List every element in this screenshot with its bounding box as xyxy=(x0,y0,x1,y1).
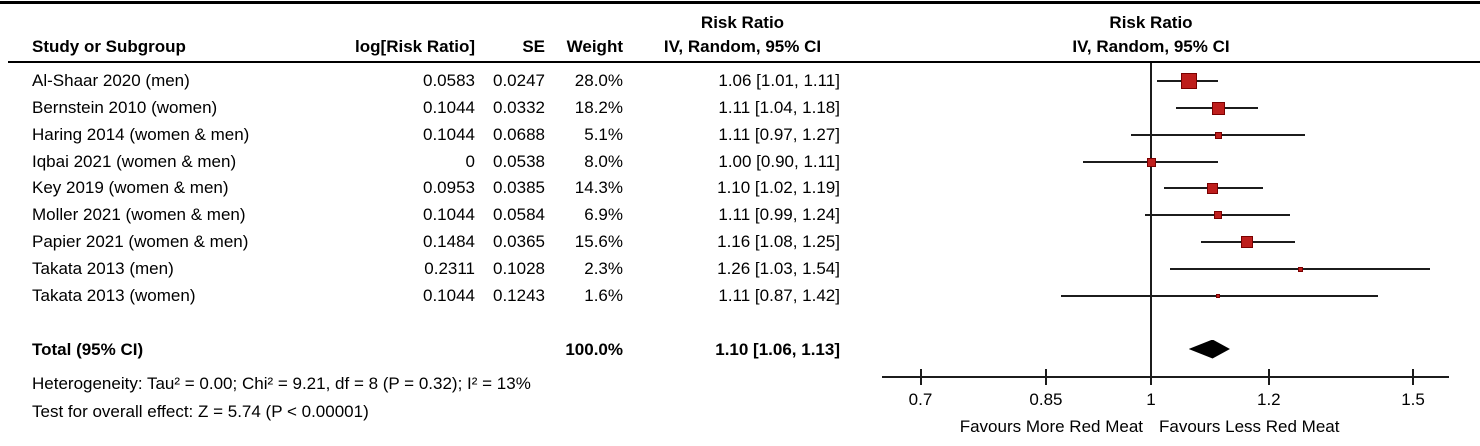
zero-line xyxy=(1150,63,1152,379)
study-se: 0.0688 xyxy=(493,125,545,144)
study-se: 0.0385 xyxy=(493,178,545,197)
study-ci-text: 1.26 [1.03, 1.54] xyxy=(717,259,840,278)
axis-tick xyxy=(1150,369,1152,385)
study-log-rr: 0.0953 xyxy=(423,178,475,197)
study-name: Haring 2014 (women & men) xyxy=(32,125,250,144)
study-weight: 15.6% xyxy=(574,232,623,251)
study-log-rr: 0.1484 xyxy=(423,232,475,251)
effect-square xyxy=(1180,73,1197,89)
heterogeneity-text: Heterogeneity: Tau² = 0.00; Chi² = 9.21,… xyxy=(32,374,531,393)
pooled-diamond xyxy=(1188,339,1230,359)
study-log-rr: 0.2311 xyxy=(424,259,475,278)
study-se: 0.1028 xyxy=(493,259,545,278)
axis-tick-label: 1.5 xyxy=(1401,390,1425,409)
study-se: 0.0332 xyxy=(493,98,545,117)
header-log-risk-ratio: log[Risk Ratio] xyxy=(355,37,475,56)
study-log-rr: 0.1044 xyxy=(423,98,475,117)
header-plot-line1: Risk Ratio xyxy=(1109,13,1193,32)
study-name: Moller 2021 (women & men) xyxy=(32,205,246,224)
effect-square xyxy=(1207,182,1219,194)
study-se: 0.0538 xyxy=(493,152,545,171)
study-se: 0.1243 xyxy=(493,286,545,305)
total-label: Total (95% CI) xyxy=(32,340,144,359)
header-ci-text-line1: Risk Ratio xyxy=(700,13,785,32)
effect-square xyxy=(1211,101,1225,115)
study-name: Al-Shaar 2020 (men) xyxy=(32,71,190,90)
study-ci-text: 1.00 [0.90, 1.11] xyxy=(718,152,840,171)
header-study-column: Study or Subgroup xyxy=(32,37,186,56)
study-ci-text: 1.06 [1.01, 1.11] xyxy=(718,71,840,90)
effect-square xyxy=(1216,294,1221,298)
x-axis-line xyxy=(882,376,1449,378)
study-name: Key 2019 (women & men) xyxy=(32,178,229,197)
study-se: 0.0365 xyxy=(493,232,545,251)
total-ci-text: 1.10 [1.06, 1.13] xyxy=(715,340,840,359)
axis-tick xyxy=(1412,369,1415,385)
effect-square xyxy=(1214,131,1222,139)
header-weight: Weight xyxy=(566,37,623,56)
axis-tick-label: 1.2 xyxy=(1256,390,1281,409)
study-log-rr: 0 xyxy=(465,152,475,171)
axis-tick-label: 1 xyxy=(1146,390,1156,409)
study-name: Takata 2013 (men) xyxy=(32,259,174,278)
axis-tick xyxy=(919,369,922,385)
effect-square xyxy=(1297,266,1303,272)
study-weight: 8.0% xyxy=(584,152,623,171)
study-weight: 2.3% xyxy=(584,259,623,278)
effect-square xyxy=(1146,157,1156,167)
study-name: Bernstein 2010 (women) xyxy=(32,98,218,117)
study-ci-text: 1.10 [1.02, 1.19] xyxy=(717,178,840,197)
effect-square xyxy=(1214,211,1223,219)
top-border-rule xyxy=(0,1,1480,4)
study-name: Papier 2021 (women & men) xyxy=(32,232,249,251)
axis-tick xyxy=(1267,369,1270,385)
axis-tick xyxy=(1044,369,1047,385)
study-weight: 28.0% xyxy=(574,71,623,90)
study-weight: 5.1% xyxy=(584,125,623,144)
study-weight: 18.2% xyxy=(574,98,623,117)
study-se: 0.0584 xyxy=(493,205,545,224)
study-ci-text: 1.11 [0.87, 1.42] xyxy=(718,286,840,305)
study-log-rr: 0.1044 xyxy=(423,205,475,224)
header-se: SE xyxy=(522,37,545,56)
study-name: Takata 2013 (women) xyxy=(32,286,196,305)
study-log-rr: 0.0583 xyxy=(423,71,475,90)
total-weight: 100.0% xyxy=(565,340,623,359)
axis-tick-label: 0.7 xyxy=(908,390,933,409)
study-ci-text: 1.11 [1.04, 1.18] xyxy=(718,98,840,117)
effect-square xyxy=(1240,236,1253,248)
study-ci-text: 1.11 [0.99, 1.24] xyxy=(718,205,840,224)
overall-effect-text: Test for overall effect: Z = 5.74 (P < 0… xyxy=(32,402,369,421)
study-ci-text: 1.16 [1.08, 1.25] xyxy=(717,232,840,251)
study-weight: 1.6% xyxy=(584,286,623,305)
header-plot-line2: IV, Random, 95% CI xyxy=(1072,37,1230,56)
favours-left-label: Favours More Red Meat xyxy=(959,417,1143,436)
axis-tick-label: 0.85 xyxy=(1029,390,1063,409)
header-rule xyxy=(8,61,1480,63)
study-se: 0.0247 xyxy=(493,71,545,90)
header-ci-text-line2: IV, Random, 95% CI xyxy=(663,37,822,56)
study-weight: 6.9% xyxy=(584,205,623,224)
study-log-rr: 0.1044 xyxy=(423,125,475,144)
study-ci-text: 1.11 [0.97, 1.27] xyxy=(718,125,840,144)
study-log-rr: 0.1044 xyxy=(423,286,475,305)
study-name: Iqbai 2021 (women & men) xyxy=(32,152,237,171)
study-weight: 14.3% xyxy=(574,178,623,197)
favours-right-label: Favours Less Red Meat xyxy=(1159,417,1340,436)
